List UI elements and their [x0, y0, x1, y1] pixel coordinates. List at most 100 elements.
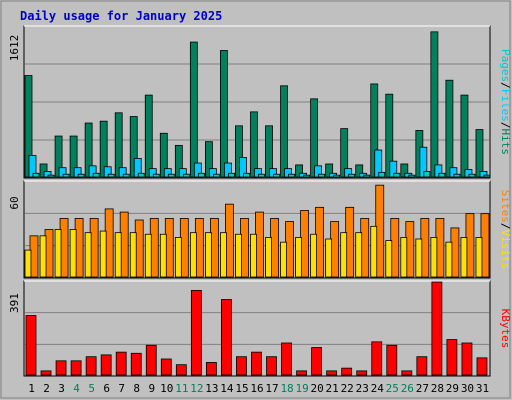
sites-bar: [370, 225, 378, 278]
hits-bar: [430, 31, 439, 178]
sites-bar: [235, 233, 242, 278]
files-bar: [389, 160, 398, 178]
sites-bar: [99, 230, 107, 278]
hits-bar: [265, 125, 273, 178]
hits-bar: [370, 83, 379, 178]
sites-bar: [204, 232, 212, 278]
sites-bar: [340, 232, 348, 278]
x-tick-label-day: 4: [73, 382, 80, 395]
kbytes-bar: [326, 370, 338, 376]
legend-1: Pages/Files/Hits: [499, 49, 512, 155]
x-tick-label-day: 18: [280, 382, 293, 395]
sites-bar: [114, 232, 122, 278]
hits-bar: [159, 132, 168, 178]
pages-bar: [47, 174, 55, 178]
kbytes-bar: [236, 356, 247, 376]
files-bar: [58, 167, 67, 178]
x-tick-label-day: 19: [295, 382, 308, 395]
files-bar: [419, 146, 428, 178]
kbytes-bar: [251, 351, 262, 376]
pages-bar: [92, 172, 100, 178]
pages-bar: [348, 173, 356, 178]
sites-bar: [460, 237, 468, 278]
files-bar: [43, 171, 52, 178]
files-bar: [163, 168, 172, 178]
legend-entry: Hits: [499, 129, 512, 156]
x-tick-label-day: 28: [431, 382, 444, 395]
x-tick-label-day: 10: [160, 382, 173, 395]
pages-bar: [197, 172, 205, 178]
kbytes-bar: [416, 356, 428, 376]
sites-bar: [415, 238, 423, 278]
pages-bar: [137, 172, 145, 178]
sites-bar: [310, 233, 318, 278]
kbytes-bar: [431, 281, 443, 376]
x-tick-label-day: 7: [118, 382, 125, 395]
x-tick-label-day: 25: [386, 382, 399, 395]
pages-bar: [408, 174, 416, 178]
pages-bar: [363, 174, 371, 178]
hits-bar: [460, 94, 469, 178]
files-bar: [269, 168, 277, 178]
hits-bar: [189, 41, 198, 178]
files-bar: [118, 167, 127, 178]
hits-bar: [280, 85, 288, 178]
kbytes-bar: [115, 351, 127, 376]
kbytes-bar: [221, 299, 232, 376]
pages-bar: [107, 173, 115, 178]
y-max-label-3: 391: [8, 293, 21, 313]
kbytes-bar: [100, 354, 112, 376]
pages-bar: [438, 172, 446, 178]
files-bar: [374, 149, 383, 178]
kbytes-bar: [356, 370, 368, 376]
sites-bar: [265, 237, 272, 278]
hits-bar: [84, 122, 93, 178]
sites-bar: [144, 233, 152, 278]
files-bar: [224, 162, 232, 178]
files-bar: [464, 169, 473, 178]
files-bar: [284, 168, 292, 178]
hits-bar: [174, 144, 183, 178]
pages-bar: [32, 172, 40, 178]
pages-bar: [378, 171, 386, 178]
x-tick-label-day: 8: [133, 382, 140, 395]
x-tick-label-day: 17: [265, 382, 278, 395]
x-tick-label-day: 11: [175, 382, 188, 395]
files-bar: [133, 157, 142, 178]
pages-bar: [77, 173, 85, 178]
pages-bar: [303, 174, 310, 178]
files-bar: [239, 157, 247, 178]
legend-entry: KBytes: [499, 309, 512, 349]
x-tick-label-day: 26: [401, 382, 414, 395]
x-tick-label-day: 12: [190, 382, 203, 395]
kbytes-bar: [145, 344, 157, 376]
files-bar: [344, 168, 353, 178]
sites-bar: [430, 237, 438, 278]
x-tick-label-day: 1: [28, 382, 35, 395]
sites-bar: [129, 232, 137, 278]
hits-bar: [24, 75, 33, 178]
kbytes-bar: [446, 339, 458, 376]
files-bar: [148, 168, 157, 178]
hits-bar: [114, 112, 123, 178]
legend-entry: /: [499, 223, 512, 230]
kbytes-bar: [40, 370, 52, 376]
sites-bar: [445, 241, 453, 278]
kbytes-bar: [461, 342, 473, 376]
legend-entry: Pages: [499, 49, 512, 82]
files-bar: [208, 168, 217, 178]
x-tick-label-day: 30: [461, 382, 474, 395]
sites-bar: [385, 240, 393, 278]
sites-bar: [54, 229, 62, 278]
kbytes-bar: [296, 370, 307, 376]
hits-bar: [475, 129, 484, 178]
x-tick-label-day: 15: [235, 382, 248, 395]
pages-bar: [453, 173, 461, 178]
hits-bar: [325, 163, 334, 178]
sites-bar: [69, 229, 77, 278]
hits-bar: [355, 164, 364, 178]
x-tick-label-day: 29: [446, 382, 459, 395]
hits-bar: [385, 93, 394, 178]
kbytes-bar: [175, 364, 187, 376]
